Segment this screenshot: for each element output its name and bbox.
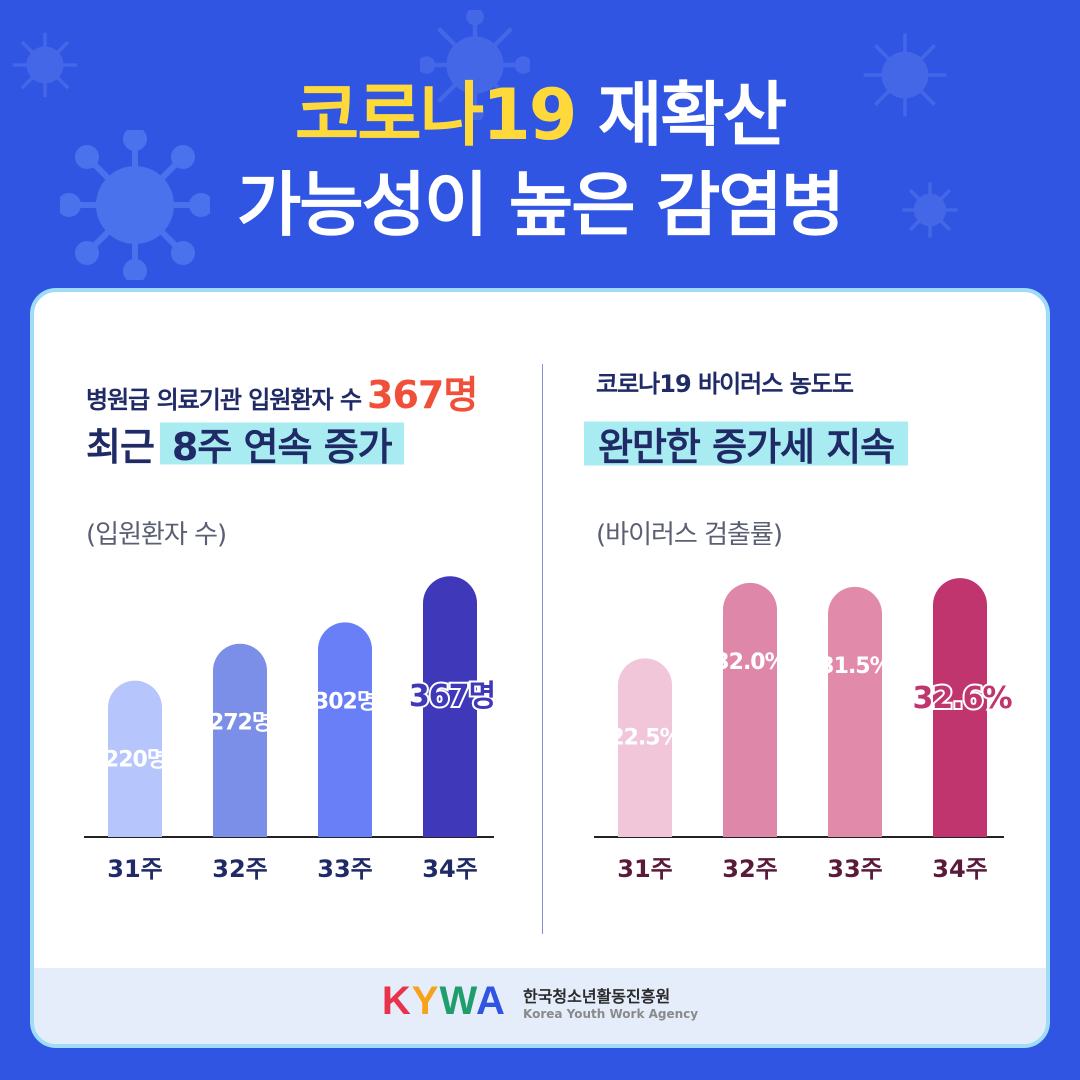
x-tick-label: 33주 bbox=[827, 855, 882, 883]
data-label: 220명 bbox=[104, 748, 166, 773]
org-name-en: Korea Youth Work Agency bbox=[522, 1006, 699, 1021]
data-label: 367명 bbox=[409, 679, 495, 714]
title-highlight: 코로나19 bbox=[294, 74, 578, 156]
bar bbox=[423, 576, 477, 837]
org-name-ko: 한국청소년활동진흥원 bbox=[522, 986, 671, 1006]
right-headline: 완만한 증가세 지속 bbox=[584, 416, 909, 471]
bar bbox=[723, 582, 777, 837]
virus-rate-bar-chart: 22.5% 31주 32.0% 32주 31.5% 33주 32.6% 34주 bbox=[594, 578, 1015, 883]
data-label: 22.5% bbox=[609, 725, 681, 750]
x-tick-label: 32주 bbox=[212, 855, 267, 883]
left-subtitle: 병원급 의료기관 입원환자 수 367명 bbox=[86, 364, 478, 419]
right-unit-label: (바이러스 검출률) bbox=[596, 520, 783, 550]
org-name: 한국청소년활동진흥원 Korea Youth Work Agency bbox=[523, 983, 698, 1021]
virus-decoration-icon bbox=[863, 33, 947, 117]
bar bbox=[933, 578, 987, 837]
virus-decoration-icon bbox=[420, 10, 530, 120]
logo-letter: K bbox=[381, 979, 412, 1023]
left-panel: 병원급 의료기관 입원환자 수 367명 최근 8주 연속 증가 (입원환자 수) … bbox=[34, 292, 534, 972]
kywa-logo: KYWA bbox=[382, 979, 506, 1024]
bar bbox=[108, 680, 162, 837]
page-title-line2: 가능성이 높은 감염병 bbox=[236, 164, 845, 246]
virus-decoration-icon bbox=[902, 182, 958, 238]
left-headline: 최근 8주 연속 증가 bbox=[86, 416, 404, 471]
data-label: 32.0% bbox=[714, 650, 786, 675]
left-subtitle-number: 367명 bbox=[367, 373, 478, 417]
virus-decoration-icon bbox=[60, 130, 210, 280]
bar bbox=[213, 643, 267, 837]
title-rest: 재확산 bbox=[597, 74, 787, 156]
left-subtitle-text: 병원급 의료기관 입원환자 수 bbox=[86, 386, 362, 414]
left-headline-prefix: 최근 bbox=[86, 425, 155, 469]
x-tick-label: 31주 bbox=[617, 855, 672, 883]
bar bbox=[318, 622, 372, 837]
left-unit-label: (입원환자 수) bbox=[86, 520, 227, 550]
data-label: 302명 bbox=[314, 689, 376, 714]
logo-letter: Y bbox=[411, 979, 440, 1023]
bar bbox=[828, 586, 882, 837]
data-label: 32.6% bbox=[912, 681, 1012, 716]
card-footer: KYWA 한국청소년활동진흥원 Korea Youth Work Agency bbox=[34, 968, 1046, 1044]
x-tick-label: 34주 bbox=[422, 855, 477, 883]
x-tick-label: 33주 bbox=[317, 855, 372, 883]
x-tick-label: 34주 bbox=[932, 855, 987, 883]
panel-divider bbox=[542, 364, 543, 934]
logo-letter: A bbox=[476, 979, 506, 1023]
left-headline-highlight: 8주 연속 증가 bbox=[159, 416, 404, 471]
data-label: 31.5% bbox=[819, 654, 891, 679]
x-tick-label: 32주 bbox=[722, 855, 777, 883]
right-headline-highlight: 완만한 증가세 지속 bbox=[584, 416, 909, 471]
content-card: 병원급 의료기관 입원환자 수 367명 최근 8주 연속 증가 (입원환자 수) … bbox=[30, 288, 1050, 1048]
inpatient-bar-chart: 220명 31주 272명 32주 302명 33주 367명 34주 bbox=[84, 576, 498, 883]
virus-decoration-icon bbox=[12, 32, 78, 98]
page-title-line1: 코로나19 재확산 bbox=[0, 70, 1080, 160]
x-tick-label: 31주 bbox=[107, 855, 162, 883]
right-subtitle: 코로나19 바이러스 농도도 bbox=[596, 370, 854, 398]
right-panel: 코로나19 바이러스 농도도 완만한 증가세 지속 (바이러스 검출률) 22.… bbox=[544, 292, 1044, 972]
org-brand: KYWA 한국청소년활동진흥원 Korea Youth Work Agency bbox=[34, 979, 1046, 1024]
bar bbox=[618, 658, 672, 837]
data-label: 272명 bbox=[209, 711, 271, 736]
logo-letter: W bbox=[439, 979, 476, 1023]
